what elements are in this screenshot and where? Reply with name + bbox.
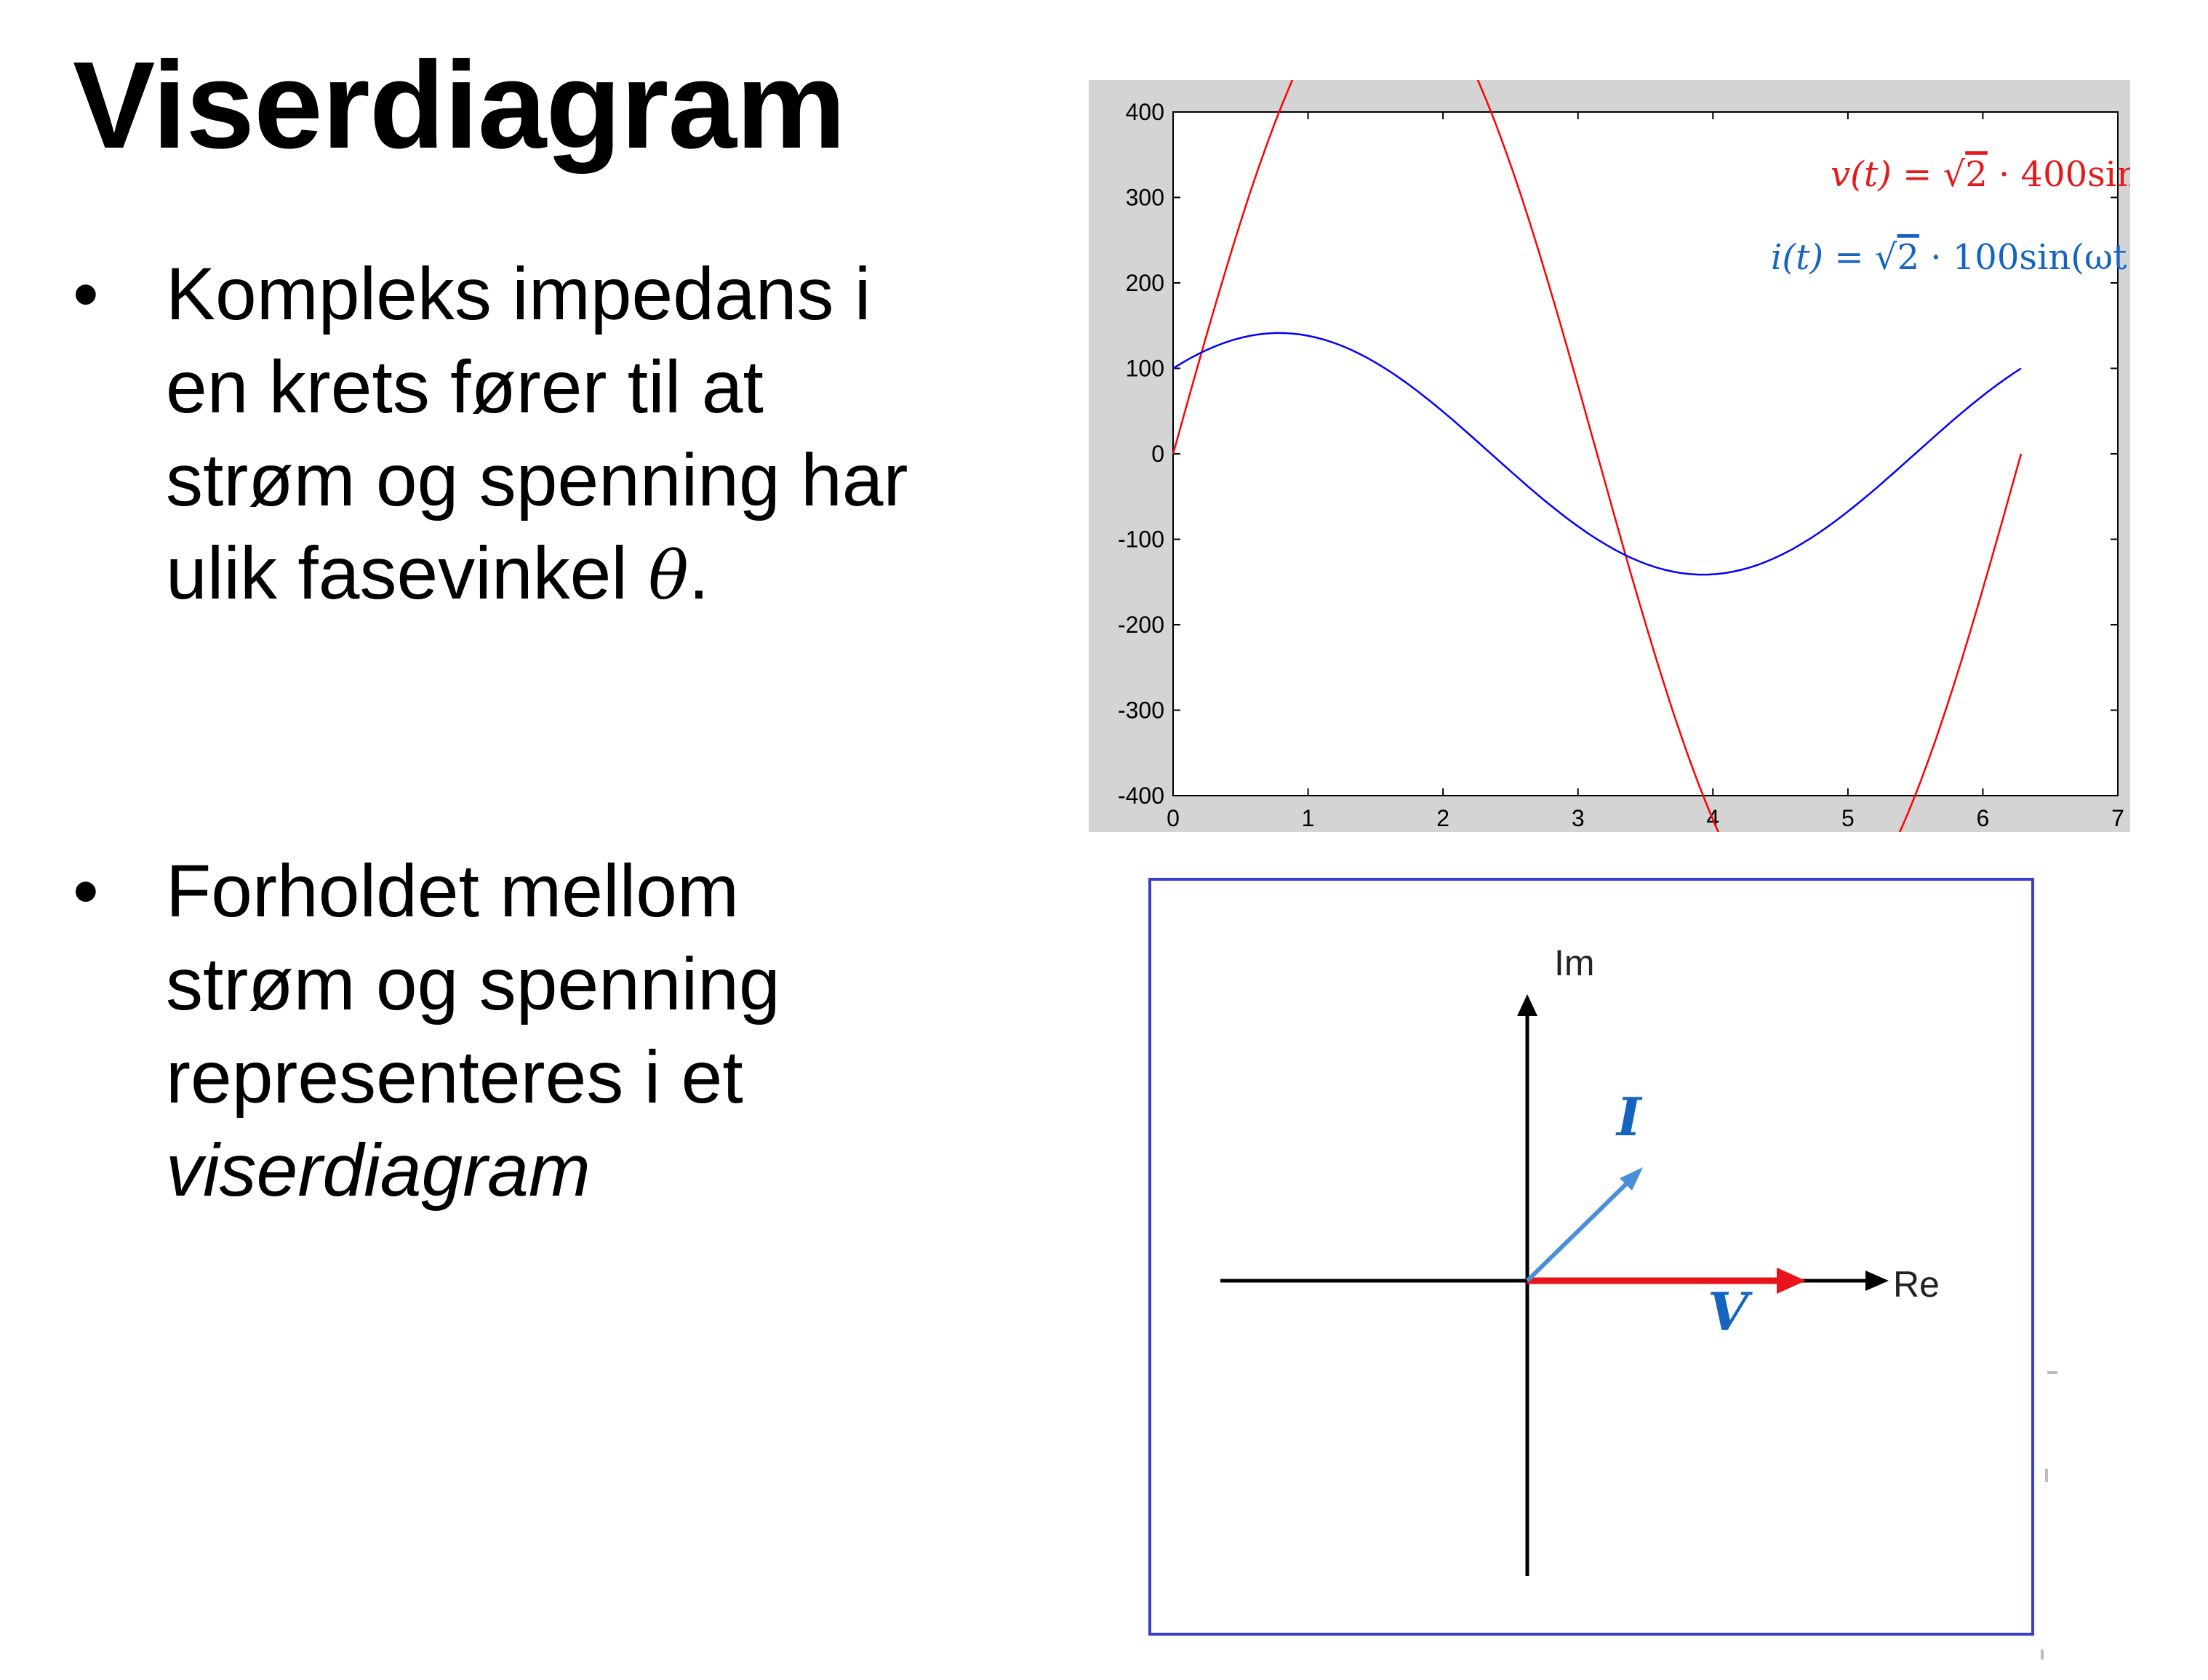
bullet1-line: en krets fører til at — [166, 345, 764, 428]
slide-title: Viserdiagram — [73, 36, 846, 175]
bullet-phasor: • Forholdet mellom strøm og spenning rep… — [73, 844, 1018, 1217]
im-axis-label: Im — [1554, 943, 1595, 983]
plot-curves — [1172, 80, 2023, 832]
y-tick-label: -200 — [1118, 612, 1164, 638]
re-axis-arrow-icon — [1865, 1271, 1889, 1291]
bullet1-line: strøm og spenning har — [166, 439, 908, 521]
stray-mark — [2045, 1469, 2048, 1482]
bullet2-italic-line: viserdiagram — [166, 1129, 591, 1212]
y-tick-label: -100 — [1118, 527, 1164, 553]
i-phasor-label: I — [1615, 1086, 1643, 1148]
i-arrowhead-icon — [1620, 1167, 1643, 1191]
y-tick-label: 300 — [1126, 185, 1164, 211]
bullet-list: • Kompleks impedans i en krets fører til… — [73, 247, 1018, 1217]
i-phasor-arrow — [1525, 1180, 1630, 1283]
bullet1-last-line: ulik fasevinkel θ. — [166, 527, 1018, 623]
bullet1-last-text: ulik fasevinkel — [166, 532, 649, 615]
phasor-svg: Re Im I V — [1220, 943, 1940, 1576]
stray-mark — [2047, 1371, 2057, 1374]
bullet2-line: representeres i et — [166, 1036, 743, 1119]
x-tick-label: 2 — [1436, 805, 1449, 831]
sine-plot: 0 1 2 3 4 5 6 7 400 300 200 100 0 -100 -200 -300 -400 v(… — [1089, 80, 2130, 832]
x-tick-label: 6 — [1977, 805, 1990, 831]
v-phasor-label: V — [1708, 1281, 1753, 1343]
y-tick-label: -400 — [1118, 783, 1164, 809]
im-axis-arrow-icon — [1517, 994, 1537, 1016]
x-tick-label: 3 — [1572, 805, 1585, 831]
y-tick-label: -300 — [1118, 697, 1164, 724]
x-tick-label: 1 — [1302, 805, 1315, 831]
i-formula: i(t) = √2 · 100sin(ωt + 45°) — [1771, 237, 2130, 278]
y-tick-label: 100 — [1126, 356, 1164, 382]
bullet-impedance: • Kompleks impedans i en krets fører til… — [73, 247, 1018, 623]
series-line-vt — [1172, 80, 2023, 832]
theta-symbol: θ — [648, 537, 689, 615]
v-arrowhead-icon — [1777, 1268, 1806, 1294]
plot-area — [1172, 111, 2119, 796]
series-line-it — [1172, 332, 2022, 576]
x-tick-label: 5 — [1841, 805, 1855, 831]
bullet2-line: strøm og spenning — [166, 943, 780, 1025]
v-formula: v(t) = √2 · 400sin(ωt) — [1831, 154, 2130, 195]
bullet2-line: Forholdet mellom — [166, 849, 739, 932]
bullet-dot: • — [73, 252, 99, 335]
bullet1-period: . — [688, 532, 710, 615]
y-tick-label: 0 — [1151, 441, 1164, 467]
y-tick-label: 200 — [1126, 270, 1164, 296]
phasor-diagram: Re Im I V — [1148, 878, 2034, 1636]
y-tick-label: 400 — [1126, 99, 1164, 125]
stray-mark — [2041, 1649, 2044, 1660]
bullet-dot: • — [73, 849, 99, 932]
x-tick-label: 7 — [2111, 805, 2124, 831]
re-axis-label: Re — [1893, 1264, 1940, 1305]
bullet1-line: Kompleks impedans i — [166, 252, 871, 335]
x-tick-label: 0 — [1167, 805, 1180, 831]
